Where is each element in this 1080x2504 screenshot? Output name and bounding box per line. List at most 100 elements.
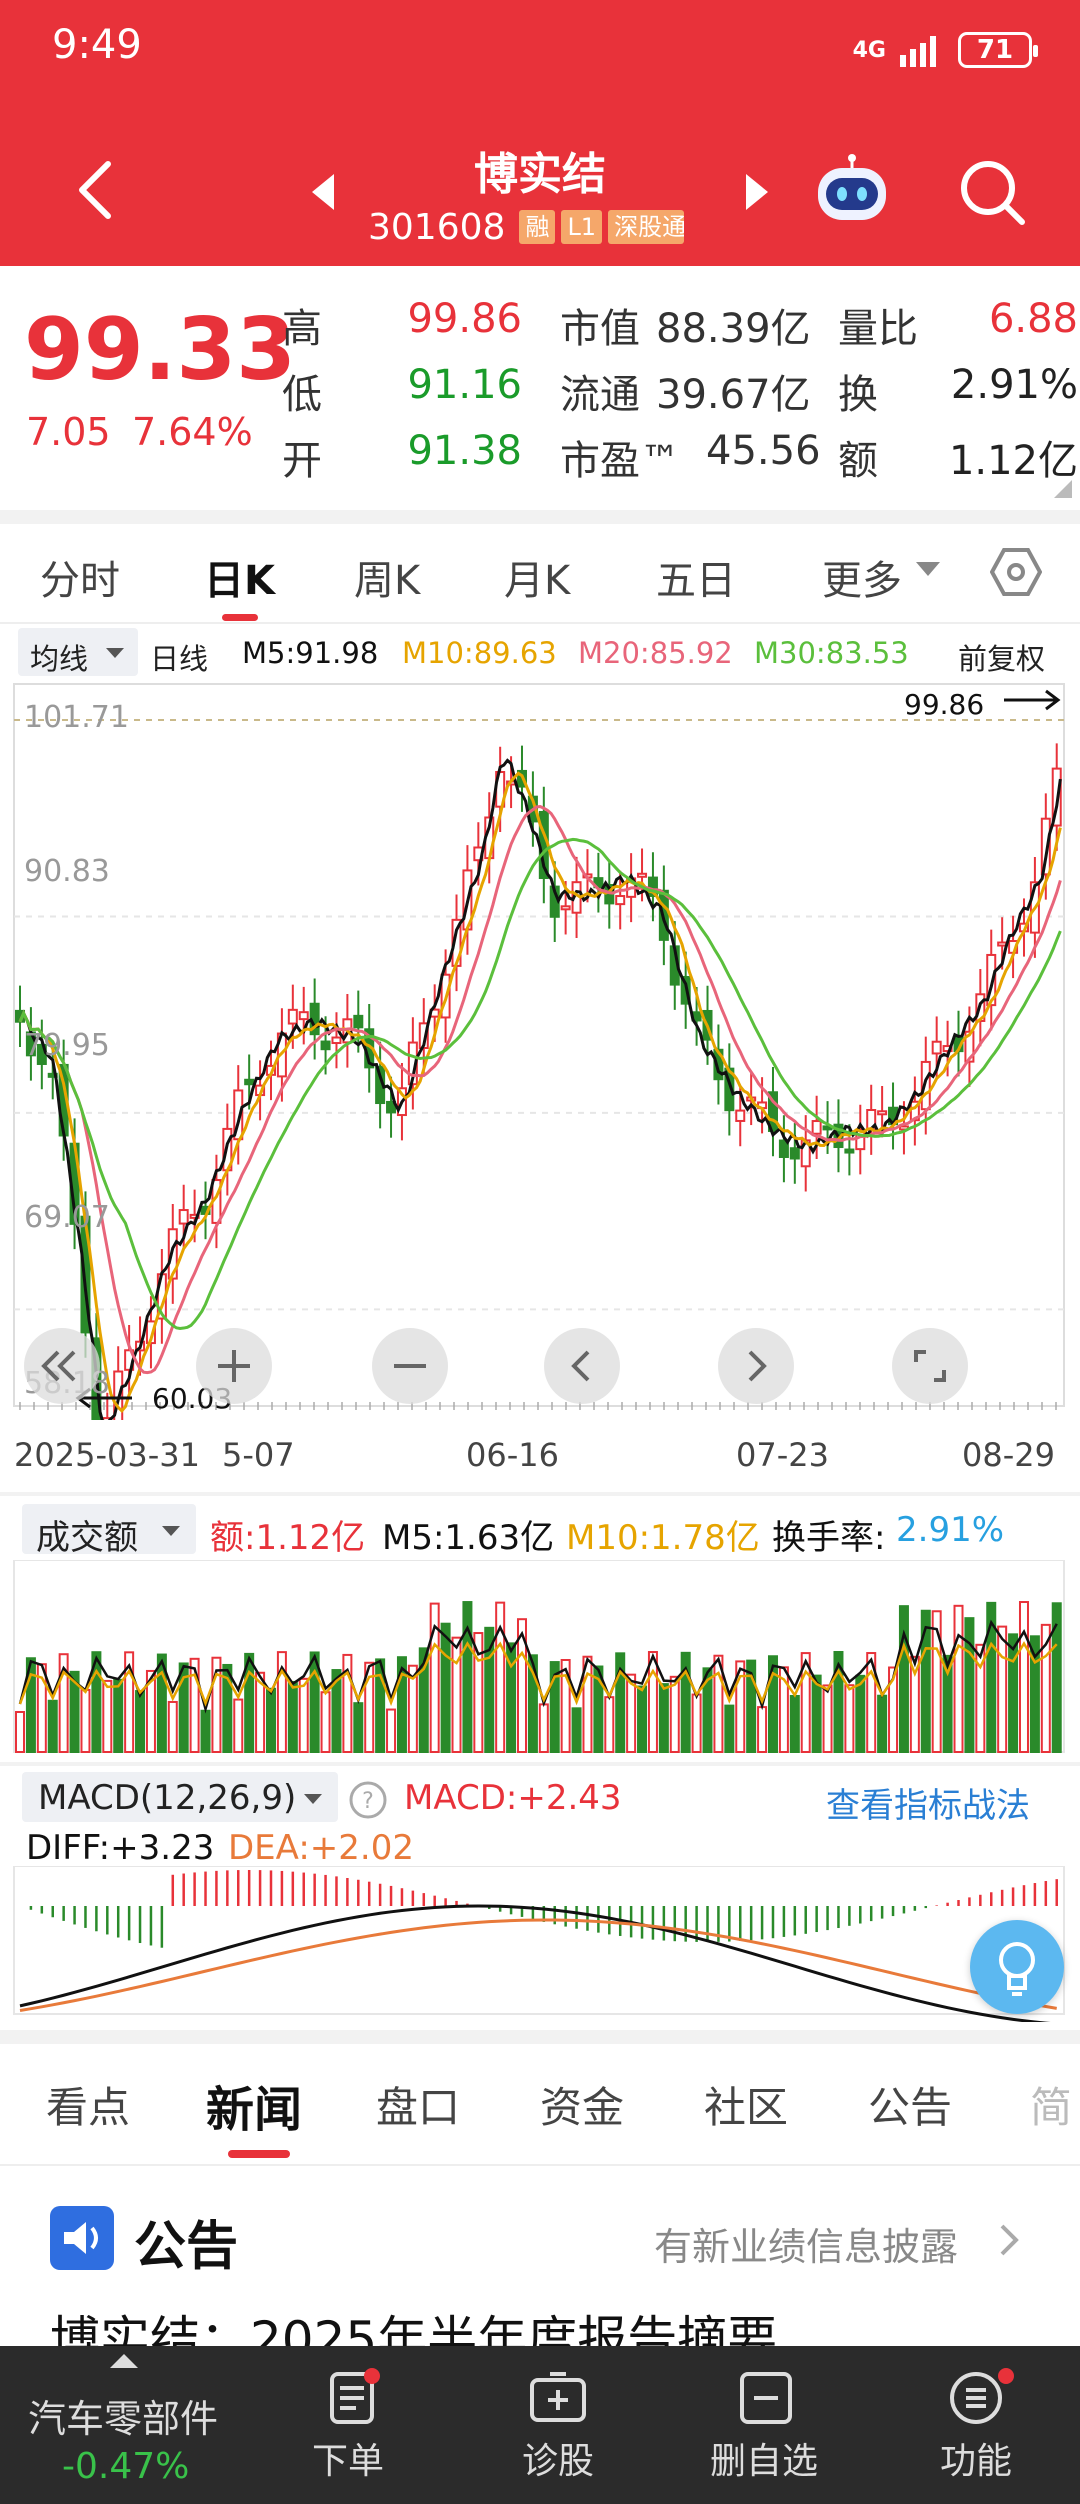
max-price-label: 99.86 [904, 688, 985, 721]
tab-highlights[interactable]: 看点 [46, 2083, 131, 2132]
bottom-remove-watchlist[interactable]: 删自选 [710, 2441, 819, 2482]
lightbulb-icon [999, 1942, 1035, 1996]
label-amount: 额 [838, 438, 878, 484]
bottom-diagnose[interactable]: 诊股 [522, 2441, 595, 2482]
date-label-4: 07-23 [736, 1436, 829, 1474]
scroll-right-button[interactable] [718, 1328, 794, 1404]
tab-weekly-k[interactable]: 周K [354, 558, 421, 604]
chevron-right-icon [748, 1350, 767, 1382]
macd-select-bg [22, 1772, 338, 1822]
date-label-2: 5-07 [222, 1436, 295, 1474]
tab-funds[interactable]: 资金 [540, 2083, 625, 2132]
value-low: 91.16 [407, 362, 522, 408]
search-icon[interactable] [958, 158, 1028, 228]
robot-assistant-icon[interactable] [812, 154, 892, 228]
stock-name: 博实结 [474, 149, 606, 200]
announcement-title: 公告 [134, 2217, 239, 2277]
ma10-value: M10:89.63 [402, 636, 557, 670]
double-chevron-left-icon [41, 1350, 76, 1382]
help-icon[interactable]: ? [348, 1780, 388, 1820]
volume-dropdown-icon[interactable] [162, 1526, 180, 1538]
date-label-3: 06-16 [466, 1436, 559, 1474]
tab-five-day[interactable]: 五日 [656, 558, 736, 604]
settings-hex-icon[interactable] [990, 546, 1042, 598]
ylabel-3: 79.95 [24, 1028, 110, 1063]
chevron-right-small-icon[interactable] [998, 2222, 1022, 2258]
macd-dropdown-icon[interactable] [304, 1794, 322, 1806]
expand-corner-icon[interactable] [1054, 480, 1072, 498]
ai-hint-button[interactable] [970, 1920, 1064, 2014]
ma20-value: M20:85.92 [578, 636, 733, 670]
value-open: 91.38 [407, 428, 522, 474]
macd-divider [0, 1762, 1080, 1766]
sector-change: -0.47% [62, 2446, 190, 2487]
scroll-left-button[interactable] [544, 1328, 620, 1404]
value-pe: 45.56 [706, 428, 821, 474]
ma30-value: M30:83.53 [754, 636, 909, 670]
news-tab-divider [0, 2164, 1080, 2166]
macd-chart[interactable] [0, 1866, 1080, 2022]
tab-community[interactable]: 社区 [704, 2083, 789, 2132]
tab-brief[interactable]: 简 [1030, 2083, 1073, 2132]
tab-divider [0, 622, 1080, 624]
volume-chart[interactable] [0, 1560, 1080, 1760]
menu-icon[interactable] [946, 2366, 1016, 2430]
prev-stock-icon[interactable] [310, 172, 336, 212]
volume-select[interactable]: 成交额 [36, 1518, 138, 1558]
kline-chart[interactable] [0, 680, 1080, 1420]
scroll-start-button[interactable] [24, 1328, 100, 1404]
label-low: 低 [282, 372, 322, 418]
label-vol-ratio: 量比 [838, 306, 918, 352]
last-price: 99.33 [24, 300, 297, 400]
tag-connect: 深股通 [608, 210, 685, 244]
tab-intraday[interactable]: 分时 [40, 558, 120, 604]
remove-watchlist-icon[interactable] [734, 2366, 798, 2430]
announcement-more[interactable]: 有新业绩信息披露 [654, 2225, 959, 2269]
chevron-left-icon [571, 1350, 590, 1382]
value-high: 99.86 [407, 296, 522, 342]
tab-daily-k[interactable]: 日K [204, 558, 275, 604]
label-high: 高 [282, 306, 322, 352]
status-time: 9:49 [52, 22, 142, 68]
zoom-out-button[interactable] [372, 1328, 448, 1404]
diagnose-icon[interactable] [526, 2366, 590, 2430]
bottom-order[interactable]: 下单 [312, 2441, 385, 2482]
ma-dropdown-icon[interactable] [106, 648, 124, 660]
battery-indicator: 71 [958, 32, 1038, 68]
stock-code-row: 301608 融 L1 深股通 [368, 206, 685, 248]
active-tab-indicator [222, 614, 258, 621]
volume-m5: M5:1.63亿 [382, 1518, 555, 1558]
macd-value: MACD:+2.43 [404, 1778, 622, 1818]
announcement-icon [50, 2206, 114, 2270]
tab-announcements[interactable]: 公告 [868, 2083, 953, 2132]
minus-icon [394, 1364, 426, 1368]
value-mktcap: 88.39亿 [656, 306, 811, 352]
back-icon[interactable] [74, 158, 118, 222]
label-open: 开 [282, 438, 322, 484]
ylabel-2: 90.83 [24, 854, 110, 889]
caret-up-icon [110, 2354, 138, 2368]
diff-value: DIFF:+3.23 [26, 1828, 215, 1868]
more-dropdown-icon[interactable] [916, 562, 940, 578]
value-turnover: 2.91% [950, 362, 1078, 408]
tab-news[interactable]: 新闻 [206, 2082, 303, 2138]
tab-more[interactable]: 更多 [822, 558, 902, 604]
ma-select[interactable]: 均线 [30, 642, 89, 676]
turnover-value: 2.91% [896, 1510, 1005, 1550]
fullscreen-button[interactable] [892, 1328, 968, 1404]
order-icon[interactable] [322, 2366, 386, 2430]
macd-select[interactable]: MACD(12,26,9) [38, 1778, 297, 1818]
zoom-in-button[interactable] [196, 1328, 272, 1404]
ma5-value: M5:91.98 [242, 636, 379, 670]
label-pe: 市盈™ [560, 438, 680, 484]
ylabel-1: 101.71 [24, 700, 129, 735]
adjust-mode[interactable]: 前复权 [958, 642, 1046, 676]
stock-code: 301608 [368, 206, 506, 248]
chart-divider [0, 1492, 1080, 1496]
bottom-functions[interactable]: 功能 [940, 2441, 1013, 2482]
tab-monthly-k[interactable]: 月K [504, 558, 571, 604]
indicator-strategy-link[interactable]: 查看指标战法 [826, 1786, 1030, 1826]
tab-order-book[interactable]: 盘口 [376, 2083, 461, 2132]
sector-name[interactable]: 汽车零部件 [28, 2397, 219, 2441]
next-stock-icon[interactable] [744, 172, 770, 212]
